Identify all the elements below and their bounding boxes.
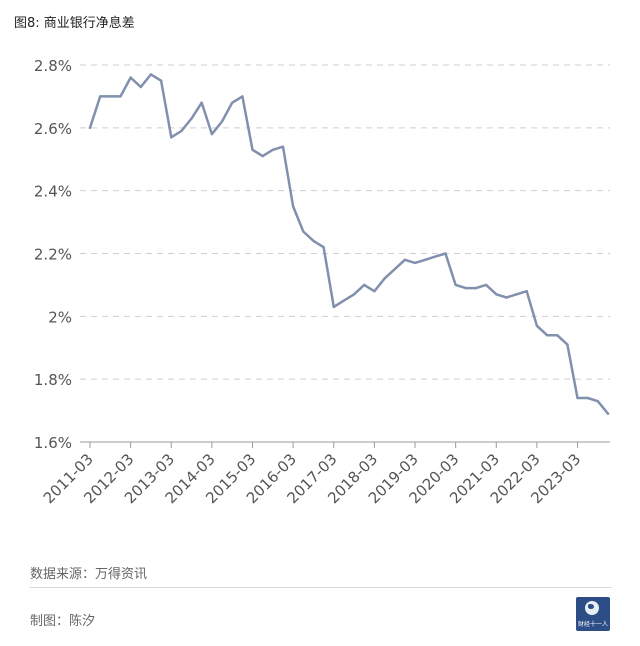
data-point [291, 205, 295, 208]
data-point [109, 95, 112, 98]
data-point [159, 79, 163, 82]
data-point [424, 258, 427, 261]
data-point [129, 76, 132, 79]
data-point [606, 412, 610, 415]
data-point [596, 400, 599, 403]
data-point [302, 230, 305, 233]
data-point [149, 73, 153, 76]
data-point [190, 117, 193, 120]
data-point [88, 126, 92, 129]
globe-icon [585, 601, 599, 615]
y-axis: 1.6% 1.8% 2% 2.2% 2.4% 2.6% 2.8% [34, 57, 72, 452]
data-point [535, 324, 539, 327]
data-point [322, 246, 325, 249]
data-source: 数据来源：万得资讯 [30, 567, 148, 582]
data-point [231, 101, 234, 104]
data-point [403, 258, 407, 261]
data-point [332, 305, 335, 309]
logo-text: 财经十一人 [577, 621, 608, 628]
data-point [545, 334, 549, 337]
data-point [566, 343, 569, 346]
data-point [312, 239, 315, 243]
y-tick-label: 2.4% [34, 183, 72, 201]
data-point [444, 252, 447, 255]
data-point [556, 334, 559, 337]
y-tick-label: 2% [48, 308, 72, 326]
data-point [99, 95, 102, 98]
data-point [241, 95, 244, 98]
data-point [271, 148, 274, 151]
data-point [200, 101, 203, 104]
data-point [576, 396, 579, 400]
data-point [139, 85, 142, 89]
x-axis: 2011-032012-032013-032014-032015-032016-… [40, 441, 610, 507]
data-point [515, 293, 518, 296]
y-tick-label: 1.8% [34, 371, 72, 389]
data-point [281, 145, 285, 148]
data-point [525, 290, 528, 293]
data-point [434, 255, 437, 258]
line-chart: 1.6% 1.8% 2% 2.2% 2.4% 2.6% 2.8% 2011-032012-0… [34, 57, 610, 507]
data-point [170, 136, 173, 139]
data-point [454, 283, 457, 287]
data-point [495, 293, 498, 296]
data-point [474, 286, 478, 290]
data-point [251, 148, 254, 151]
y-tick-label: 1.6% [34, 434, 72, 452]
data-point [373, 290, 376, 293]
data-point [505, 296, 508, 299]
y-tick-label: 2.2% [34, 246, 72, 264]
data-point [393, 268, 396, 271]
data-point [180, 129, 183, 133]
brand-logo: 财经十一人 [576, 597, 610, 631]
series-line [88, 73, 610, 415]
data-point [586, 396, 589, 400]
data-point [352, 293, 356, 296]
chart-title: 图8: 商业银行净息差 [14, 16, 135, 31]
y-tick-label: 2.6% [34, 120, 72, 138]
data-point [210, 132, 214, 136]
data-point [484, 283, 488, 287]
chart-author: 制图：陈汐 [30, 614, 96, 629]
data-point [363, 283, 366, 287]
divider [30, 587, 612, 588]
data-point [342, 299, 346, 302]
data-point [261, 154, 264, 158]
data-point [413, 261, 417, 265]
y-tick-label: 2.8% [34, 57, 72, 75]
data-point [464, 286, 467, 290]
data-point [383, 277, 386, 280]
grid-lines [80, 64, 610, 380]
data-point [220, 120, 224, 123]
series-layer [88, 73, 610, 415]
data-point [119, 95, 122, 98]
